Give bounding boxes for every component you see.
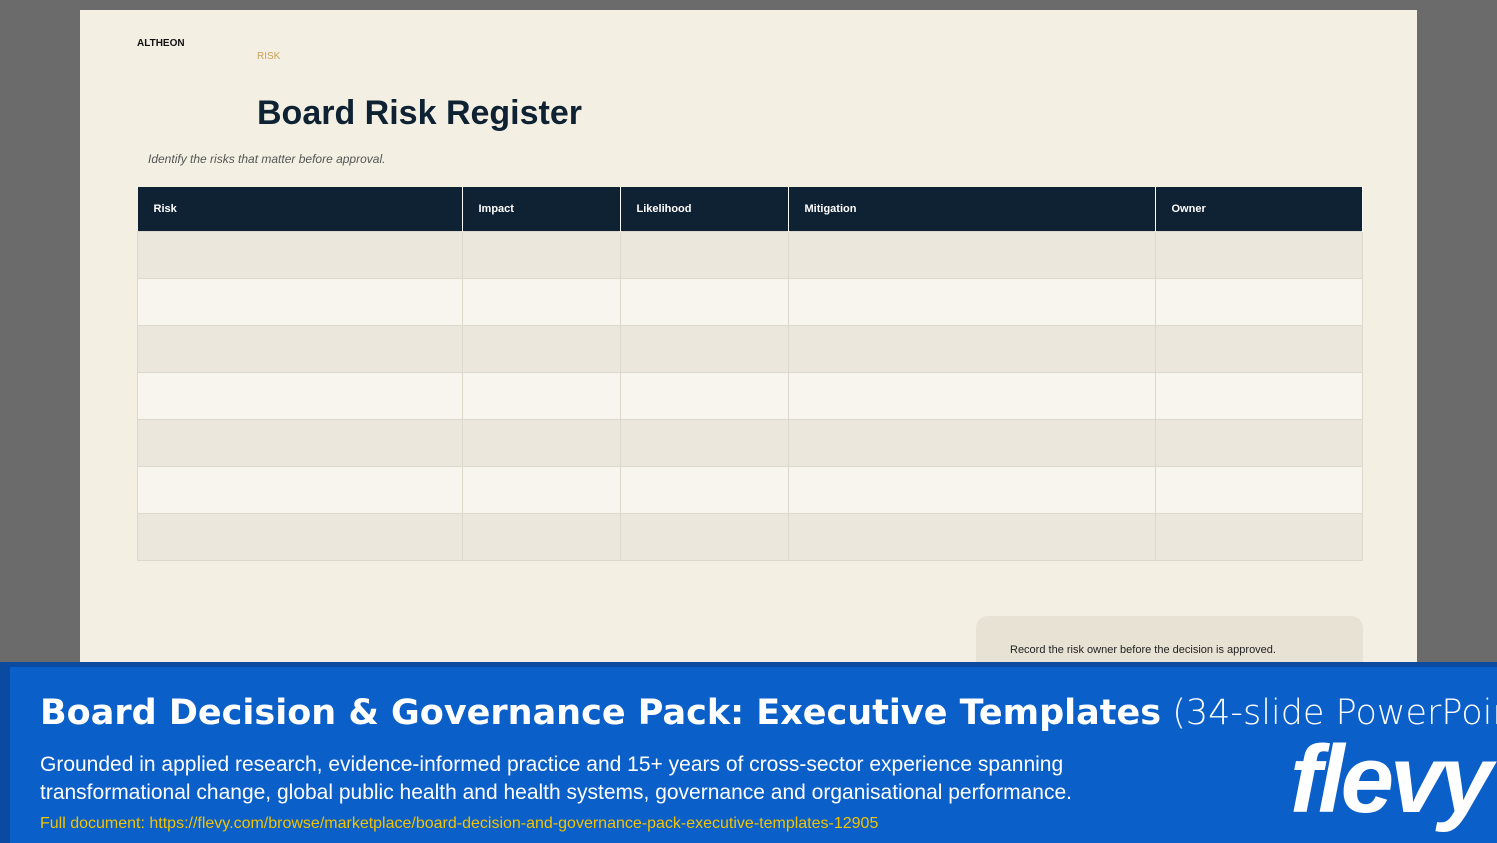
note: Record the risk owner before the decisio… bbox=[1010, 644, 1276, 656]
description-line: Grounded in applied research, evidence-i… bbox=[40, 753, 1064, 776]
header: Risk bbox=[137, 187, 463, 232]
document-link[interactable]: Full document: https://flevy.com/browse/… bbox=[40, 815, 879, 832]
description-line: transformational change, global public h… bbox=[40, 781, 1072, 804]
section: RISK bbox=[257, 51, 281, 62]
slide: ALTHEON RISK Board Risk Register Identif… bbox=[80, 10, 1417, 676]
brand: ALTHEON bbox=[137, 38, 185, 49]
banner-title: Board Decision & Governance Pack: Execut… bbox=[40, 693, 1497, 733]
header: Mitigation bbox=[788, 187, 1156, 232]
banner-title-suffix: (34-slide PowerPoint) bbox=[1172, 693, 1497, 733]
description: Grounded in applied research, evidence-i… bbox=[40, 751, 1072, 807]
logo: flevy bbox=[1290, 726, 1493, 833]
banner-title-main: Board Decision & Governance Pack: Execut… bbox=[40, 693, 1162, 733]
title: Board Risk Register bbox=[257, 94, 582, 132]
banner: Board Decision & Governance Pack: Execut… bbox=[0, 662, 1497, 843]
header: Impact bbox=[462, 187, 621, 232]
risk-table: Risk Impact Likelihood Mitigation Owner bbox=[137, 187, 1363, 561]
subtitle: Identify the risks that matter before ap… bbox=[148, 152, 386, 166]
header: Owner bbox=[1155, 187, 1363, 232]
header: Likelihood bbox=[620, 187, 789, 232]
